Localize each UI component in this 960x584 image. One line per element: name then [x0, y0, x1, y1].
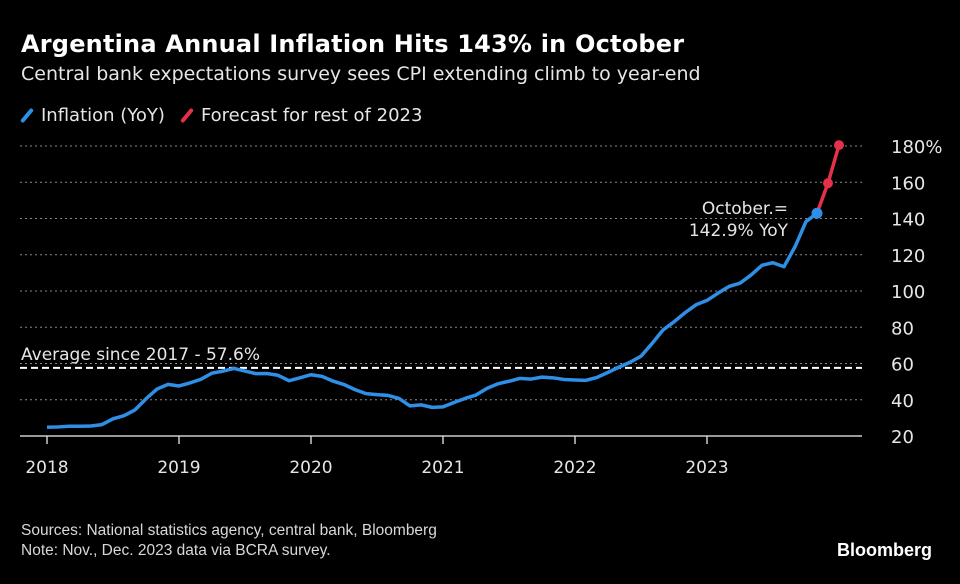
legend-label-forecast: Forecast for rest of 2023: [200, 105, 423, 126]
y-tick-label: 100: [891, 282, 925, 303]
x-tick-label: 2022: [553, 458, 596, 478]
y-tick-label: 20: [891, 427, 914, 448]
annotation-line-2: 142.9% YoY: [689, 221, 789, 241]
x-tick-label: 2018: [25, 458, 68, 478]
y-tick-label: 40: [891, 391, 914, 412]
y-tick-label: 160: [891, 173, 925, 194]
forecast-point: [834, 140, 844, 151]
y-tick-label: 120: [891, 246, 925, 267]
legend-label-inflation: Inflation (YoY): [41, 105, 165, 126]
october-point: [811, 207, 823, 219]
annotation-line-1: October.=: [702, 199, 788, 219]
x-tick-label: 2023: [685, 458, 728, 478]
series-line-inflation: [46, 211, 819, 430]
legend: Inflation (YoY) Forecast for rest of 202…: [20, 105, 423, 126]
y-tick-label: 80: [891, 318, 914, 339]
chart-subtitle: Central bank expectations survey sees CP…: [21, 63, 701, 85]
y-tick-label: 180%: [891, 137, 942, 158]
sources-note: Sources: National statistics agency, cen…: [21, 522, 437, 539]
footnote: Note: Nov., Dec. 2023 data via BCRA surv…: [21, 542, 331, 559]
forecast-point: [823, 178, 833, 189]
bloomberg-logo: Bloomberg: [836, 540, 932, 560]
x-tick-label: 2020: [289, 458, 332, 478]
y-tick-label: 60: [891, 355, 914, 376]
x-tick-label: 2021: [421, 458, 464, 478]
chart-title: Argentina Annual Inflation Hits 143% in …: [21, 30, 685, 58]
average-reference-label: Average since 2017 - 57.6%: [21, 345, 260, 365]
x-tick-label: 2019: [157, 458, 200, 478]
y-tick-label: 140: [891, 210, 925, 231]
